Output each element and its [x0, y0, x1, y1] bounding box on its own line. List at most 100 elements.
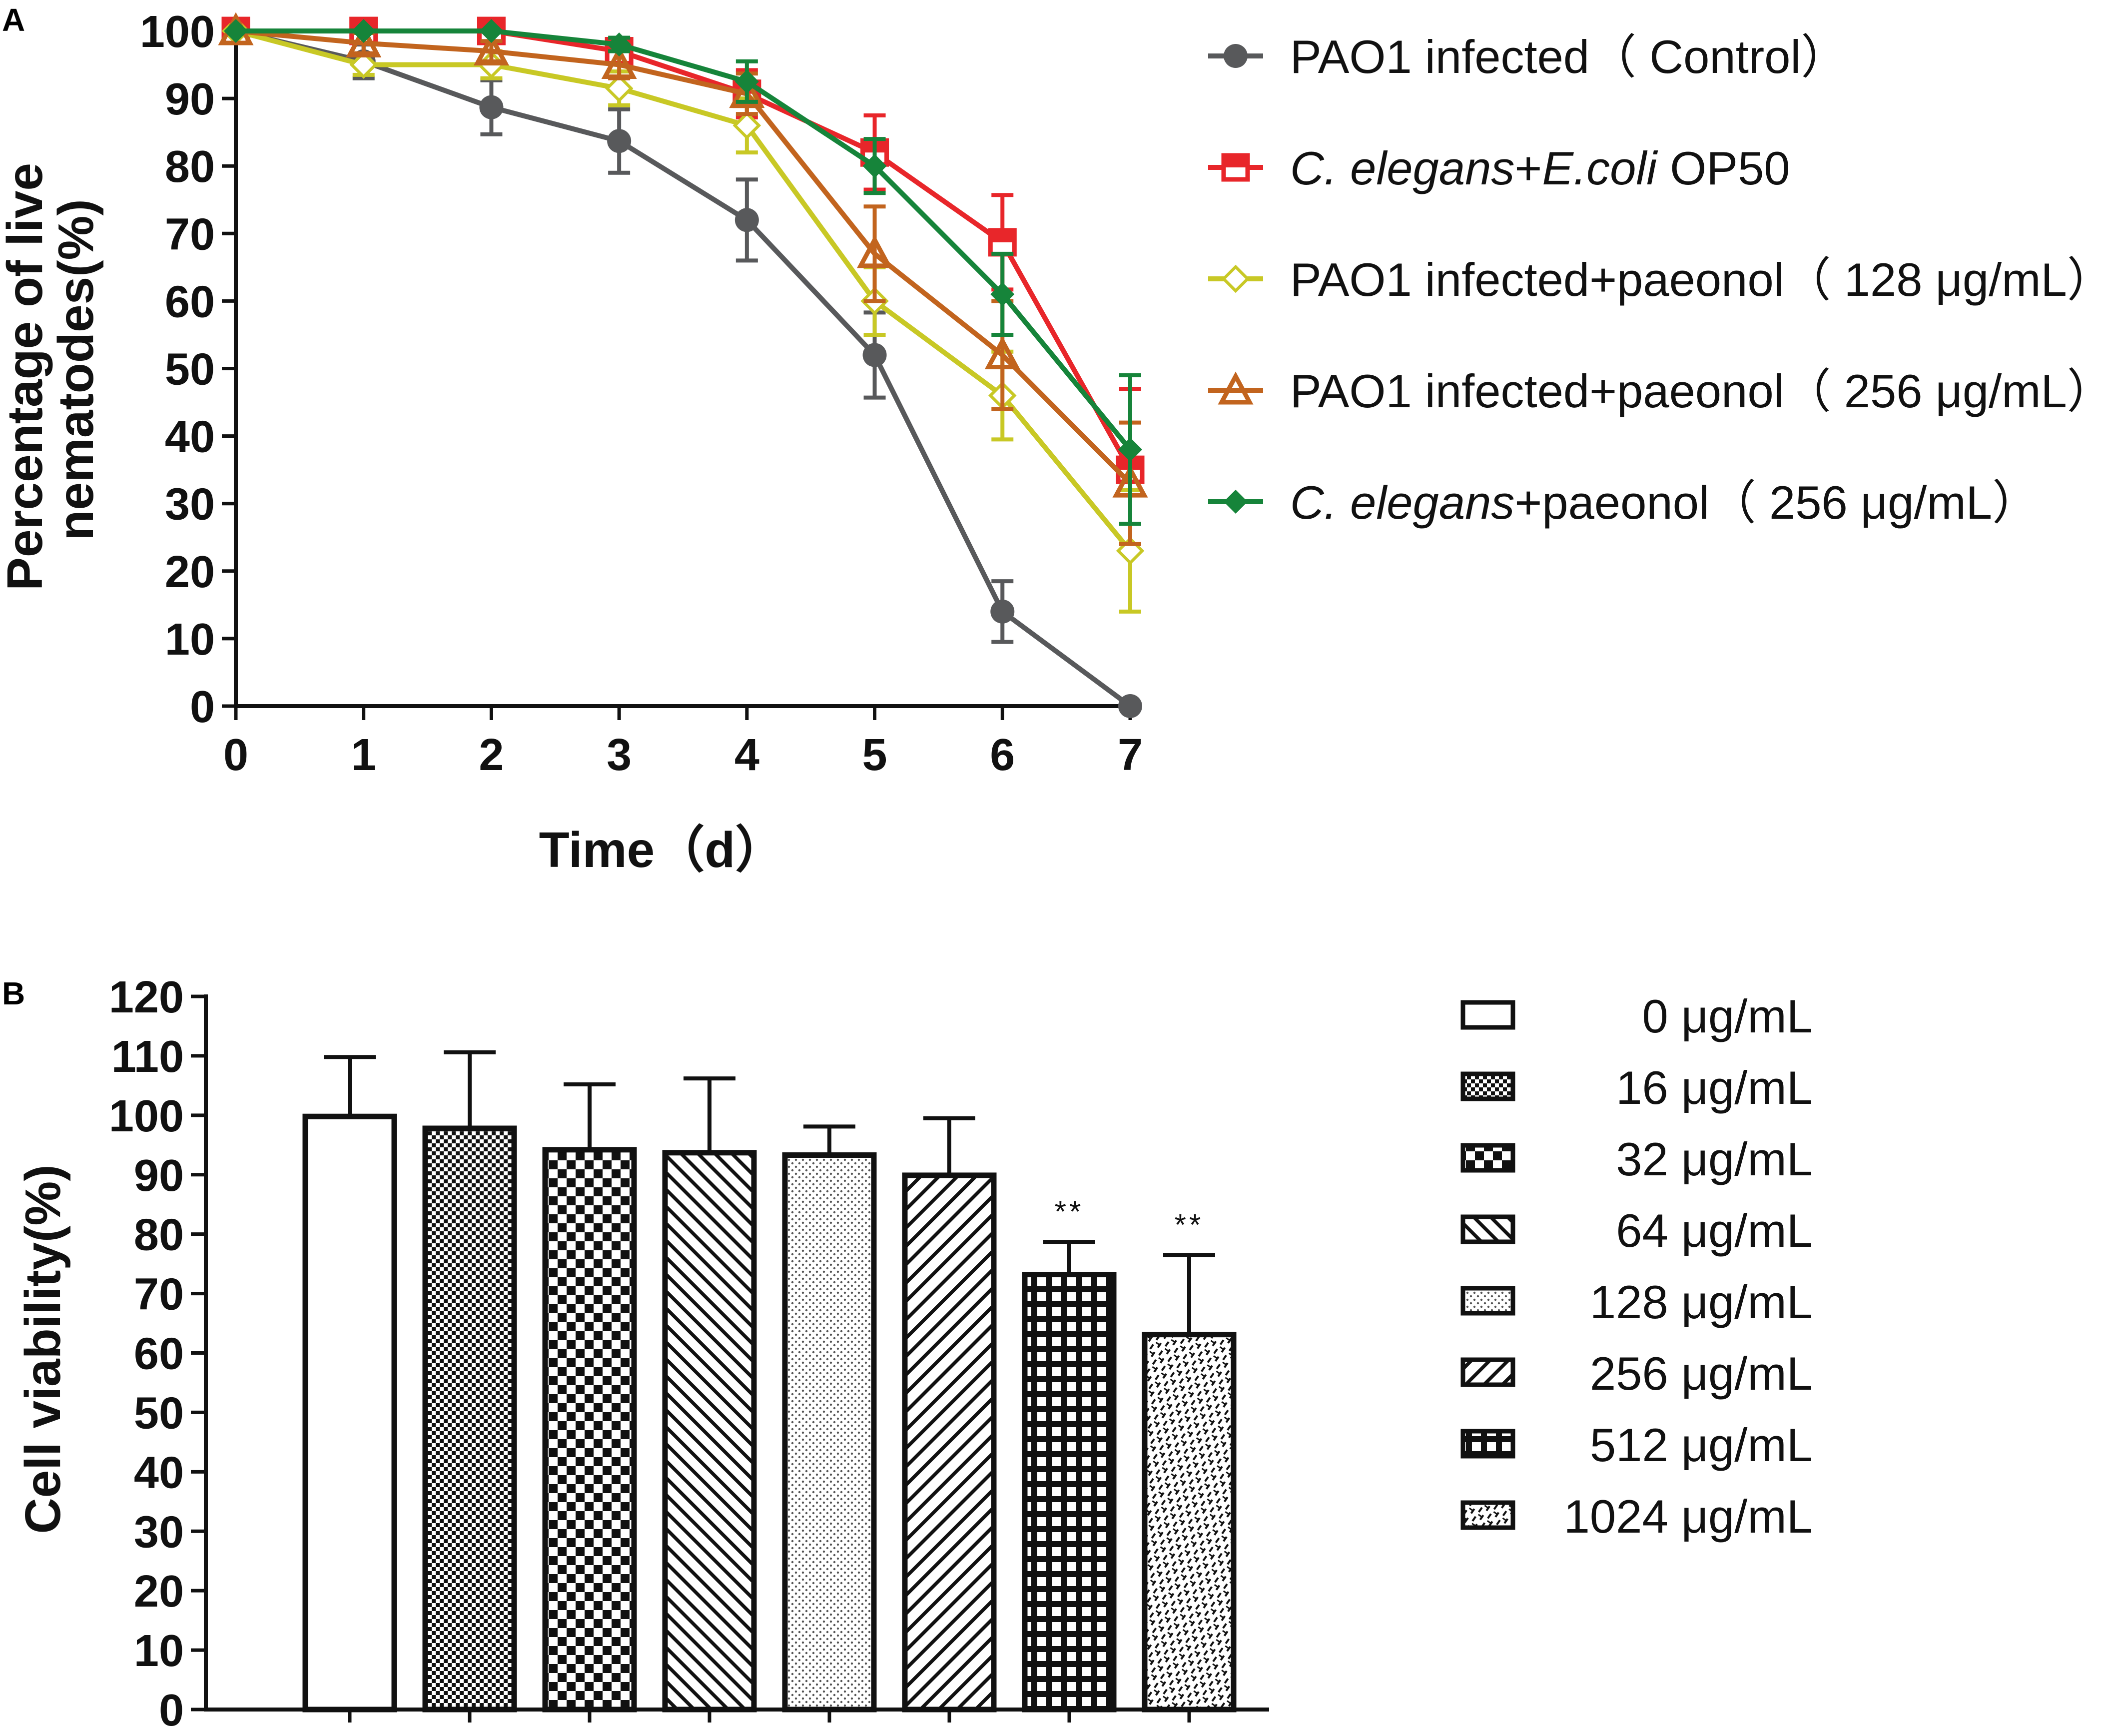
- survival-x-tick-label: 1: [351, 730, 376, 780]
- survival-chart-y-title: Percentage of live nematodes(%): [0, 149, 104, 591]
- legend-b-item-6: 256 μg/mL: [1460, 1347, 1813, 1400]
- legend-a-item-2: C. elegans+E.coli OP50: [1208, 142, 1790, 194]
- viability-y-tick-label: 0: [159, 1686, 184, 1736]
- survival-series-1-point: [990, 599, 1015, 624]
- survival-x-tick-label: 2: [479, 730, 504, 780]
- viability-y-tick-label: 90: [134, 1151, 184, 1201]
- survival-series-1-point: [479, 95, 504, 119]
- viability-y-tick-label: 40: [134, 1448, 184, 1498]
- survival-y-tick-label: 40: [165, 412, 215, 462]
- survival-series-4-point: [729, 75, 765, 108]
- survival-y-tick-label: 100: [140, 7, 215, 57]
- legend-b-item-4-label: 64 μg/mL: [1616, 1204, 1813, 1257]
- legend-a-item-5-label-part: C. elegans: [1290, 476, 1514, 529]
- survival-series-5-point: [351, 19, 376, 43]
- viability-y-tick-label: 10: [134, 1626, 184, 1676]
- survival-series-3-line: [235, 28, 1132, 553]
- viability-y-tick-label: 110: [111, 1032, 184, 1082]
- viability-chart-y-title: Cell viability(%): [15, 1164, 71, 1534]
- legend-a-item-2-label-part: +: [1514, 142, 1542, 194]
- viability-y-tick-label: 20: [134, 1567, 184, 1617]
- viability-y-tick-label: 100: [109, 1091, 184, 1141]
- legend-a-item-4: PAO1 infected+paeonol（ 256 μg/mL）: [1208, 365, 2109, 417]
- viability-bar-512-g-ml-significance: **: [1055, 1195, 1084, 1228]
- legend-b-item-5: 128 μg/mL: [1460, 1276, 1813, 1328]
- survival-x-tick-label: 5: [862, 730, 887, 780]
- legend-a-item-2-marker-fill: [1224, 155, 1248, 167]
- viability-bar-0-g-ml: [302, 1113, 397, 1713]
- legend-a-item-1-label: PAO1 infected（ Control）: [1290, 30, 1848, 83]
- legend-a-item-1-marker: [1224, 44, 1248, 68]
- legend-b-item-5-label: 128 μg/mL: [1590, 1276, 1813, 1328]
- legend-b-item-3-label: 32 μg/mL: [1616, 1133, 1813, 1185]
- legend-b-item-4: 64 μg/mL: [1460, 1204, 1813, 1257]
- survival-series-5-line: [236, 28, 1132, 451]
- survival-series-4-point: [346, 24, 382, 57]
- survival-series-3-point: [605, 74, 634, 103]
- survival-series-5-point: [607, 32, 632, 57]
- legend-a-item-3-label-part: PAO1 infected+paeonol（ 128 μg/mL）: [1290, 253, 2109, 306]
- legend-b-item-1-swatch: [1460, 1000, 1515, 1030]
- viability-bar-32-g-ml: [542, 1147, 637, 1713]
- survival-series-3: [221, 16, 1145, 614]
- survival-y-tick-label: 90: [165, 74, 215, 124]
- survival-x-tick-label: 7: [1118, 730, 1143, 780]
- survival-series-5-point: [224, 19, 248, 43]
- survival-chart-y-title-line2: nematodes(%): [48, 199, 104, 540]
- cell-viability-bar-chart: 0 10 20 30 40 50 60 70 80 90 100 110 120 ** ** Cell v…: [15, 972, 1813, 1736]
- legend-a-item-4-marker: [1218, 371, 1254, 405]
- legend-b-item-7-swatch: [1460, 1429, 1515, 1459]
- survival-series-2-point-fill: [990, 230, 1015, 242]
- survival-line-chart: 0 10 20 30 40 50 60 70 80 90 100 0 1 2 3 4 5 6 7 Time（d） P…: [0, 7, 2109, 878]
- survival-series-4-line: [235, 28, 1132, 485]
- survival-chart-legend: PAO1 infected（ Control）C. elegans+E.coli…: [1208, 30, 2109, 529]
- legend-a-item-5-label-part: +paeonol（ 256 μg/mL）: [1514, 476, 2039, 529]
- legend-b-item-1: 0 μg/mL: [1460, 990, 1813, 1042]
- survival-series-1-line: [235, 28, 1132, 709]
- viability-y-tick-label: 120: [109, 972, 184, 1022]
- survival-series-5-point: [734, 69, 759, 94]
- survival-x-tick-label: 4: [734, 730, 759, 780]
- survival-x-tick-label: 6: [990, 730, 1015, 780]
- survival-series-5-point: [1118, 437, 1142, 462]
- survival-series-4: [218, 12, 1148, 546]
- legend-b-item-1-label: 0 μg/mL: [1642, 990, 1813, 1042]
- survival-y-tick-label: 60: [165, 277, 215, 327]
- viability-bar-1024-g-ml-significance: **: [1175, 1208, 1204, 1241]
- legend-a-item-4-label-part: PAO1 infected+paeonol（ 256 μg/mL）: [1290, 365, 2109, 417]
- legend-a-item-5-label: C. elegans+paeonol（ 256 μg/mL）: [1290, 476, 2039, 529]
- viability-chart-ticks: 0 10 20 30 40 50 60 70 80 90 100 110 120: [109, 972, 206, 1736]
- legend-a-item-1: PAO1 infected（ Control）: [1208, 30, 1848, 83]
- viability-bar-512-g-ml-group: **: [1022, 1195, 1117, 1723]
- legend-a-item-2-label-part: E.coli: [1542, 142, 1658, 194]
- legend-a-item-4-label: PAO1 infected+paeonol（ 256 μg/mL）: [1290, 365, 2109, 417]
- viability-chart-legend: 0 μg/mL 16 μg/mL 32 μg/mL 64 μg/mL 128 μg/mL…: [1460, 990, 1813, 1543]
- viability-bar-512-g-ml: [1022, 1272, 1117, 1713]
- legend-b-item-5-swatch: [1460, 1286, 1515, 1316]
- panel-a-label: A: [2, 2, 25, 38]
- survival-chart-y-title-line1: Percentage of live: [0, 163, 53, 591]
- legend-b-item-8: 1024 μg/mL: [1460, 1490, 1813, 1543]
- viability-bar-128-g-ml: [782, 1152, 877, 1713]
- legend-a-item-5: C. elegans+paeonol（ 256 μg/mL）: [1208, 476, 2039, 529]
- legend-a-item-3-marker: [1221, 264, 1250, 293]
- legend-b-item-3-swatch: [1460, 1143, 1515, 1173]
- survival-series-4-point: [857, 235, 893, 268]
- viability-y-tick-label: 30: [134, 1507, 184, 1557]
- viability-bar-64-g-ml: [662, 1150, 757, 1713]
- survival-y-tick-label: 70: [165, 209, 215, 259]
- viability-bar-256-g-ml-group: [902, 1116, 997, 1723]
- panel-b-label: B: [2, 975, 25, 1011]
- survival-series-1-point: [1118, 694, 1142, 718]
- viability-bar-16-g-ml-group: [422, 1050, 517, 1723]
- legend-a-item-2-label: C. elegans+E.coli OP50: [1290, 142, 1790, 194]
- survival-series-5-point: [479, 19, 504, 43]
- legend-a-item-5-marker: [1224, 490, 1248, 514]
- survival-y-tick-label: 0: [190, 682, 215, 732]
- legend-b-item-6-label: 256 μg/mL: [1590, 1347, 1813, 1400]
- survival-y-tick-label: 80: [165, 142, 215, 192]
- legend-b-item-3: 32 μg/mL: [1460, 1133, 1813, 1185]
- legend-a-item-3: PAO1 infected+paeonol（ 128 μg/mL）: [1208, 253, 2109, 306]
- legend-a-item-2-label-part: OP50: [1657, 142, 1790, 194]
